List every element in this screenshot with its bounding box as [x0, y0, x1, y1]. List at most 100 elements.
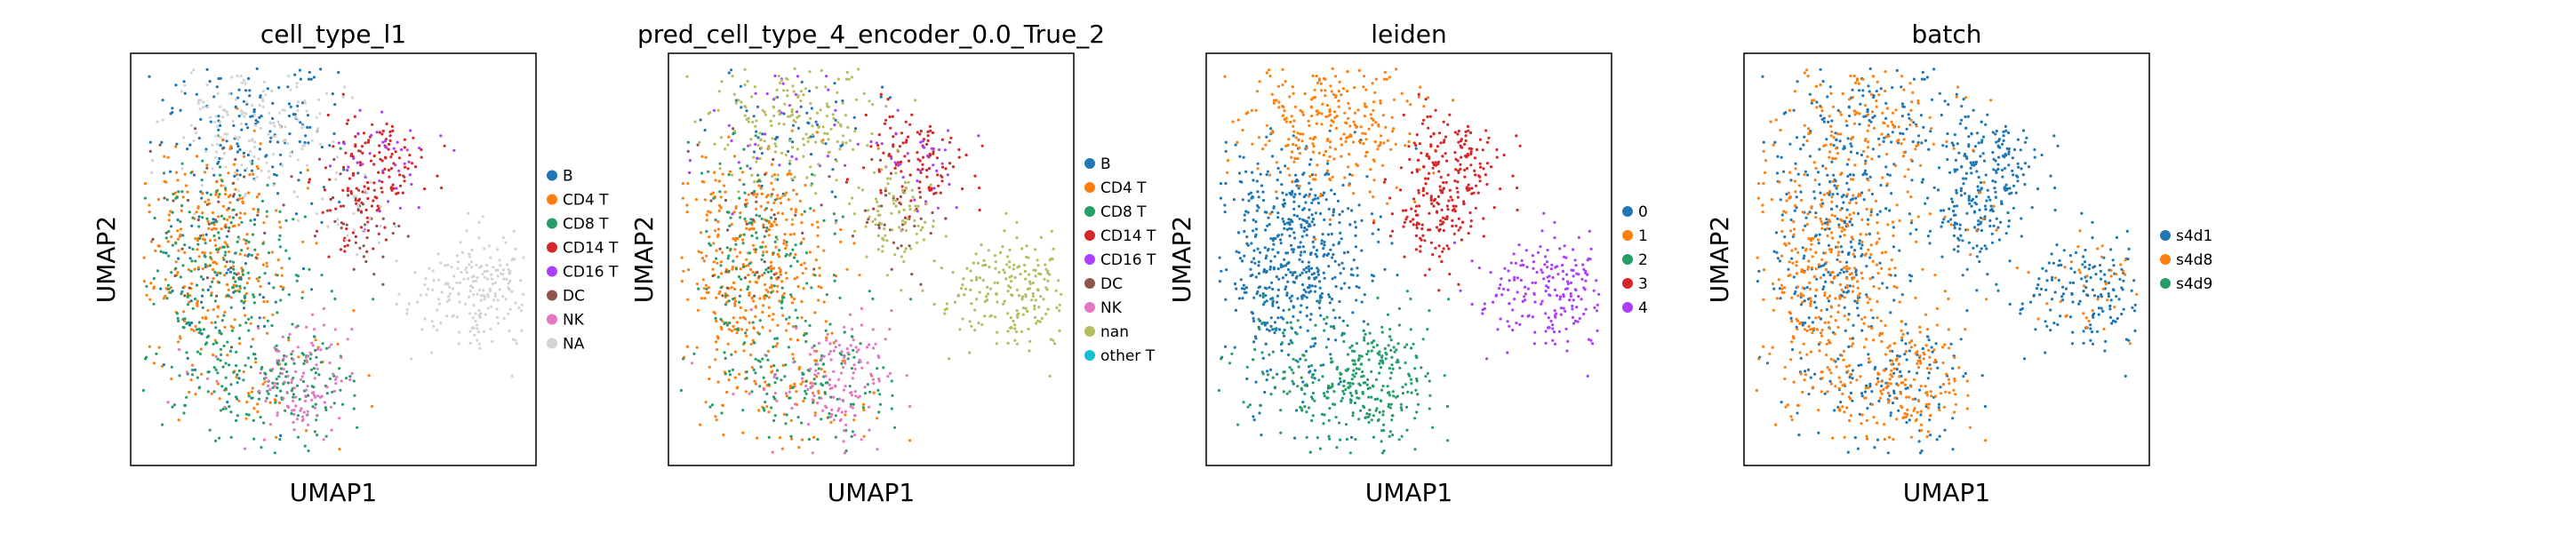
scatter-point	[236, 189, 240, 193]
scatter-point	[229, 346, 234, 349]
scatter-point	[201, 192, 204, 195]
scatter-point	[1303, 250, 1307, 254]
scatter-point	[299, 77, 302, 81]
scatter-point	[1397, 306, 1401, 310]
scatter-point	[1455, 187, 1459, 190]
scatter-point	[843, 360, 847, 364]
scatter-point	[1313, 237, 1317, 241]
scatter-point	[1266, 224, 1269, 227]
scatter-point	[256, 210, 260, 214]
scatter-point	[1302, 268, 1306, 272]
scatter-point	[243, 238, 246, 242]
legend-marker	[1084, 230, 1095, 241]
scatter-point	[817, 341, 821, 346]
scatter-point	[1310, 376, 1314, 379]
scatter-point	[761, 274, 764, 277]
scatter-point	[733, 376, 737, 379]
scatter-point	[250, 345, 253, 348]
scatter-point	[906, 135, 910, 139]
scatter-point	[1363, 115, 1366, 118]
scatter-point	[1292, 231, 1296, 235]
scatter-series-CD16-T	[688, 74, 980, 231]
scatter-point	[740, 106, 743, 109]
scatter-point	[891, 394, 894, 397]
scatter-point	[262, 299, 266, 304]
scatter-point	[185, 370, 188, 374]
scatter-point	[388, 142, 391, 146]
scatter-point	[743, 191, 747, 195]
scatter-point	[279, 284, 283, 289]
scatter-point	[1007, 260, 1012, 264]
scatter-point	[756, 173, 760, 177]
scatter-point	[741, 263, 745, 266]
scatter-point	[1255, 209, 1259, 212]
scatter-point	[772, 418, 776, 423]
scatter-point	[1421, 189, 1425, 193]
scatter-point	[151, 237, 155, 241]
scatter-point	[273, 381, 276, 385]
scatter-point	[1048, 374, 1052, 378]
scatter-point	[172, 192, 175, 196]
scatter-point	[271, 101, 275, 105]
scatter-point	[823, 131, 827, 135]
scatter-point	[468, 263, 471, 266]
scatter-point	[1314, 173, 1317, 177]
scatter-point	[436, 308, 439, 312]
scatter-point	[238, 147, 242, 152]
scatter-point	[1353, 402, 1357, 405]
scatter-point	[835, 339, 838, 343]
scatter-point	[292, 362, 296, 365]
scatter-point	[786, 94, 789, 98]
scatter-point	[212, 223, 216, 227]
scatter-point	[345, 377, 348, 380]
scatter-point	[450, 266, 453, 269]
scatter-point	[1230, 352, 1234, 355]
scatter-point	[1300, 235, 1304, 238]
scatter-point	[1390, 363, 1394, 367]
scatter-point	[813, 373, 817, 377]
scatter-point	[888, 371, 892, 375]
scatter-point	[1372, 118, 1375, 122]
scatter-point	[483, 295, 487, 298]
scatter-point	[460, 270, 463, 274]
scatter-point	[851, 377, 854, 380]
scatter-point	[1296, 319, 1300, 322]
scatter-point	[1261, 190, 1265, 194]
scatter-point	[263, 380, 267, 384]
scatter-point	[1390, 414, 1394, 418]
scatter-point	[238, 173, 242, 177]
scatter-point	[244, 253, 247, 257]
scatter-point	[1299, 357, 1302, 361]
scatter-point	[366, 187, 370, 190]
scatter-point	[843, 325, 846, 329]
legend-label: CD14 T	[1100, 227, 1156, 245]
scatter-point	[935, 169, 939, 172]
scatter-point	[161, 99, 164, 102]
scatter-point	[774, 373, 778, 377]
scatter-point	[1259, 403, 1262, 407]
scatter-point	[324, 408, 328, 412]
scatter-point	[1384, 357, 1388, 361]
scatter-point	[1415, 227, 1419, 230]
scatter-point	[253, 353, 257, 356]
scatter-point	[210, 392, 213, 395]
scatter-point	[1364, 88, 1368, 91]
scatter-point	[1320, 123, 1324, 126]
scatter-point	[467, 295, 471, 298]
scatter-point	[281, 335, 284, 338]
scatter-point	[1328, 437, 1332, 441]
scatter-point	[1308, 267, 1311, 271]
scatter-point	[472, 304, 476, 307]
scatter-point	[839, 123, 843, 126]
scatter-point	[904, 180, 908, 185]
scatter-point	[1286, 280, 1290, 283]
scatter-point	[756, 136, 760, 139]
scatter-point	[199, 117, 203, 121]
scatter-point	[265, 331, 269, 335]
scatter-point	[196, 302, 199, 306]
scatter-point	[1005, 263, 1009, 266]
scatter-point	[152, 362, 156, 365]
scatter-point	[948, 182, 951, 187]
scatter-point	[179, 220, 182, 224]
scatter-point	[1015, 309, 1019, 313]
